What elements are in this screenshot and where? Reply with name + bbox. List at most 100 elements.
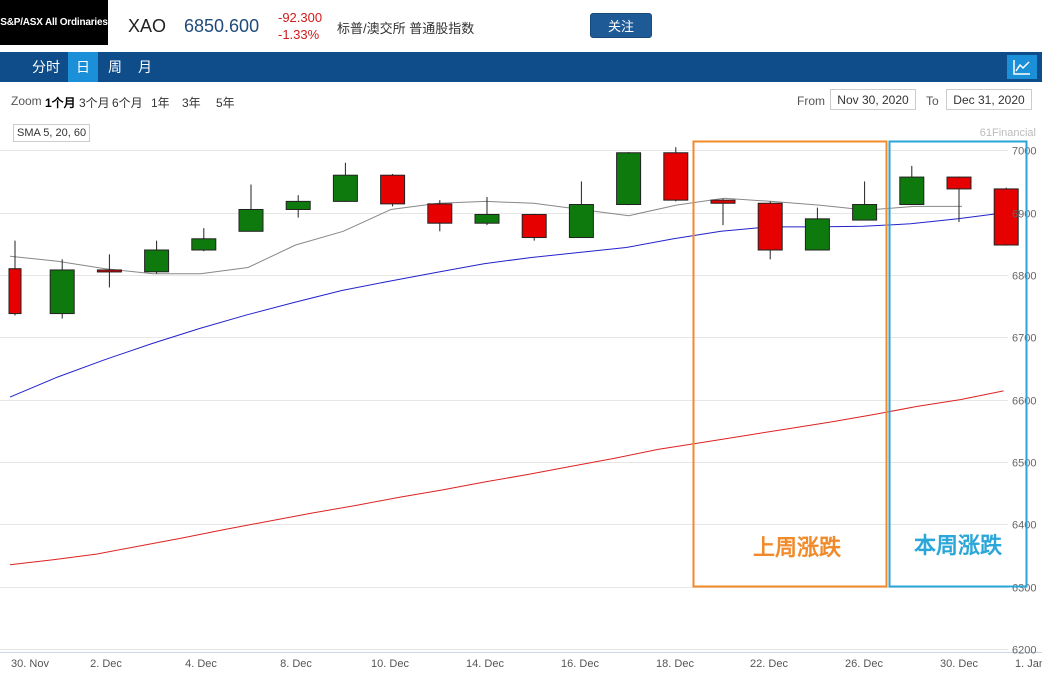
- zoom-label: Zoom: [11, 94, 42, 108]
- candle-body: [710, 199, 736, 204]
- candle-body: [144, 249, 170, 273]
- candle[interactable]: [710, 198, 736, 226]
- x-tick-label: 30. Dec: [940, 658, 978, 670]
- from-date-input[interactable]: Nov 30, 2020: [830, 89, 916, 110]
- candle[interactable]: [144, 240, 170, 274]
- zoom-1y[interactable]: 1年: [151, 96, 170, 110]
- candle-body: [568, 204, 594, 239]
- y-axis: 7000 6900 6800 6700 6600 6500 6400 6300 6200: [1012, 146, 1036, 657]
- x-tick-label: 2. Dec: [90, 658, 122, 670]
- candle[interactable]: [96, 254, 122, 288]
- follow-button[interactable]: 关注: [590, 13, 652, 38]
- candle[interactable]: [238, 184, 264, 232]
- candle-body: [663, 152, 689, 201]
- candle[interactable]: [427, 200, 453, 232]
- y-tick-label: 6900: [1012, 209, 1036, 221]
- candle[interactable]: [380, 173, 406, 207]
- to-date-input[interactable]: Dec 31, 2020: [946, 89, 1032, 110]
- candle[interactable]: [285, 195, 311, 218]
- tab-weekly[interactable]: 周: [108, 59, 122, 75]
- change-percent: -1.33%: [278, 27, 320, 42]
- last-week-box: [692, 140, 888, 588]
- candle-body: [616, 152, 642, 206]
- y-tick-label: 7000: [1012, 146, 1036, 158]
- tab-monthly[interactable]: 月: [138, 59, 152, 75]
- period-tabbar: 分时 日 周 月: [0, 52, 1042, 82]
- candle[interactable]: [521, 213, 547, 241]
- from-label: From: [797, 94, 825, 108]
- candle-body: [946, 176, 972, 190]
- y-tick-label: 6500: [1012, 458, 1036, 470]
- x-tick-label: 18. Dec: [656, 658, 694, 670]
- annotations: 上周涨跌 本周涨跌: [692, 140, 1028, 588]
- y-tick-label: 6700: [1012, 333, 1036, 345]
- candle-body: [380, 174, 406, 205]
- candle[interactable]: [993, 187, 1019, 246]
- candle-body: [96, 269, 122, 273]
- candle[interactable]: [568, 181, 594, 239]
- x-tick-label: 4. Dec: [185, 658, 217, 670]
- this-week-label: 本周涨跌: [914, 534, 1003, 559]
- sma-legend[interactable]: SMA 5, 20, 60: [13, 124, 91, 142]
- candle-body: [757, 202, 783, 251]
- y-tick-label: 6200: [1012, 645, 1036, 657]
- candle[interactable]: [899, 165, 925, 206]
- candle[interactable]: [804, 207, 830, 251]
- chart-type-button[interactable]: [1007, 55, 1037, 79]
- index-logo: S&P/ASX All Ordinaries: [0, 0, 108, 45]
- symbol-label: XAO: [128, 16, 167, 36]
- candle[interactable]: [49, 259, 75, 319]
- candle[interactable]: [663, 147, 689, 202]
- x-tick-label: 26. Dec: [845, 658, 883, 670]
- sma20-line: [9, 212, 1006, 398]
- zoom-5y[interactable]: 5年: [216, 96, 235, 110]
- candle-body: [191, 238, 217, 251]
- candle[interactable]: [191, 228, 217, 252]
- candle[interactable]: [474, 197, 500, 226]
- sma60-line: [9, 390, 1004, 566]
- last-week-label: 上周涨跌: [753, 536, 842, 561]
- candle[interactable]: [616, 152, 642, 206]
- change-value: -92.300: [278, 10, 323, 25]
- to-label: To: [926, 94, 939, 108]
- x-tick-label: 22. Dec: [750, 658, 788, 670]
- zoom-3m[interactable]: 3个月: [79, 96, 110, 110]
- candle[interactable]: [332, 162, 358, 203]
- this-week-box: [888, 140, 1028, 588]
- candle-body: [8, 268, 22, 315]
- x-tick-label: 1. Jan: [1015, 658, 1042, 670]
- candle-body: [427, 203, 453, 224]
- candle-body: [238, 208, 264, 232]
- tab-intraday[interactable]: 分时: [32, 59, 60, 75]
- zoom-3y[interactable]: 3年: [182, 96, 201, 110]
- candle-body: [852, 204, 878, 221]
- quote-header: S&P/ASX All Ordinaries XAO 6850.600 -92.…: [0, 0, 1042, 53]
- y-tick-label: 6400: [1012, 520, 1036, 532]
- price-change: -92.300 -1.33%: [278, 9, 322, 43]
- candle-body: [474, 213, 500, 224]
- x-tick-label: 30. Nov: [11, 658, 49, 670]
- range-toolbar: Zoom 1个月 3个月 6个月 1年 3年 5年 From Nov 30, 2…: [0, 88, 1042, 114]
- candles: [8, 147, 1019, 319]
- candle-body: [804, 218, 830, 251]
- sma5-line: [9, 197, 962, 275]
- index-name: 标普/澳交所 普通股指数: [337, 21, 475, 36]
- candle-body: [285, 200, 311, 210]
- zoom-1m[interactable]: 1个月: [45, 96, 76, 110]
- candle-body: [899, 176, 925, 206]
- x-tick-label: 16. Dec: [561, 658, 599, 670]
- candle[interactable]: [8, 240, 22, 316]
- x-tick-label: 10. Dec: [371, 658, 409, 670]
- candle[interactable]: [946, 176, 972, 222]
- candle[interactable]: [757, 201, 783, 260]
- candle-body: [993, 188, 1019, 246]
- candle-body: [49, 269, 75, 315]
- line-chart-icon: [1013, 60, 1030, 75]
- zoom-6m[interactable]: 6个月: [112, 96, 143, 110]
- sma-lines: [9, 197, 1006, 566]
- candle[interactable]: [852, 181, 878, 221]
- tab-daily[interactable]: 日: [68, 52, 98, 82]
- y-tick-label: 6800: [1012, 271, 1036, 283]
- y-tick-label: 6600: [1012, 396, 1036, 408]
